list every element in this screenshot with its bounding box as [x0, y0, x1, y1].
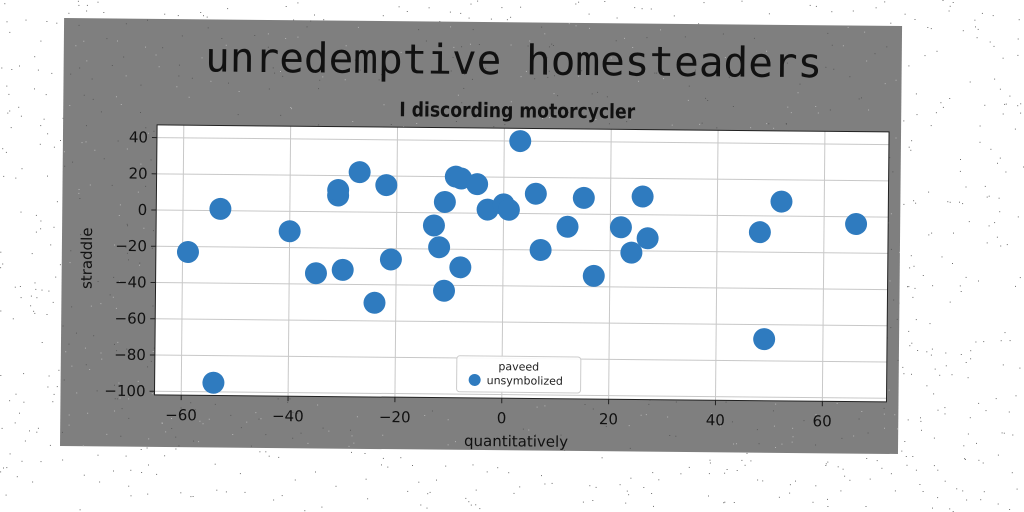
x-tick-label: 20 — [599, 410, 618, 428]
scatter-point — [348, 161, 371, 184]
scatter-points — [176, 130, 868, 394]
y-gridline — [155, 245, 888, 254]
scatter-point — [375, 174, 398, 197]
scatter-point — [428, 236, 451, 259]
scatter-point — [753, 328, 776, 351]
x-gridline — [821, 131, 826, 402]
axes: −60 −40 −20 0 20 40 60 −100 −80 −60 −40 −20 0 20 40 — [104, 124, 890, 430]
y-gridline — [155, 282, 888, 291]
scatter-point — [422, 214, 445, 237]
scatter-point — [509, 130, 532, 153]
x-gridline — [608, 129, 612, 400]
y-tick-label: 40 — [129, 128, 148, 146]
chart-subtitle: I discording motorcycler — [399, 99, 636, 124]
scatter-point — [327, 179, 350, 202]
y-tick-label: −60 — [114, 309, 146, 327]
scatter-point — [636, 227, 659, 250]
y-tick-label: −80 — [114, 346, 146, 364]
legend-box — [456, 355, 582, 394]
x-tick-label: −40 — [272, 407, 304, 425]
y-tick-label: 20 — [128, 165, 147, 183]
chart-title: unredemptive homesteaders — [205, 33, 823, 87]
y-axis-label: straddle — [78, 227, 97, 289]
x-tick-label: 0 — [497, 409, 507, 427]
y-tick-label: 0 — [138, 201, 148, 219]
y-gridline — [155, 318, 888, 327]
x-gridline — [501, 128, 505, 399]
scatter-point — [278, 220, 301, 243]
scatter-point — [176, 240, 199, 263]
scatter-point — [770, 190, 793, 213]
scatter-point — [497, 198, 520, 221]
scatter-point — [304, 262, 327, 285]
legend-marker — [468, 373, 481, 386]
scatter-point — [529, 238, 552, 261]
x-tick-label: 40 — [706, 411, 725, 429]
y-tick-label: −100 — [104, 382, 145, 400]
y-gridline — [156, 209, 889, 218]
scatter-point — [572, 186, 595, 209]
scatter-point — [379, 248, 402, 271]
scatter-point — [433, 279, 456, 302]
y-tick-label: −20 — [115, 237, 147, 255]
x-tick-label: −60 — [165, 406, 197, 424]
x-gridline — [714, 130, 719, 401]
scatter-point — [556, 215, 579, 238]
legend-title: paveed — [498, 360, 539, 373]
scatter-point — [433, 190, 456, 213]
scatter-point — [331, 258, 354, 281]
scatter-point — [524, 182, 547, 205]
scatter-point — [466, 173, 489, 196]
scatter-point — [202, 371, 225, 394]
scatter-point — [449, 256, 472, 279]
scatter-point — [582, 264, 605, 287]
x-axis-label: quantitatively — [464, 432, 568, 451]
legend-entry-label: unsymbolized — [487, 374, 563, 388]
scatter-point — [363, 291, 386, 314]
scatter-point — [748, 221, 771, 244]
scatter-point — [631, 185, 654, 208]
scatter-point — [209, 197, 232, 220]
x-tick-label: 60 — [813, 412, 832, 430]
plot-frame — [153, 124, 890, 403]
scatter-point — [845, 213, 868, 236]
y-gridline — [156, 173, 889, 182]
x-gridline — [287, 126, 292, 397]
scatter-point — [609, 216, 632, 239]
scatter-point — [620, 241, 643, 264]
y-gridline — [154, 390, 887, 399]
y-tick-label: −40 — [115, 273, 147, 291]
x-tick-label: −20 — [379, 408, 411, 426]
grid — [154, 125, 889, 402]
